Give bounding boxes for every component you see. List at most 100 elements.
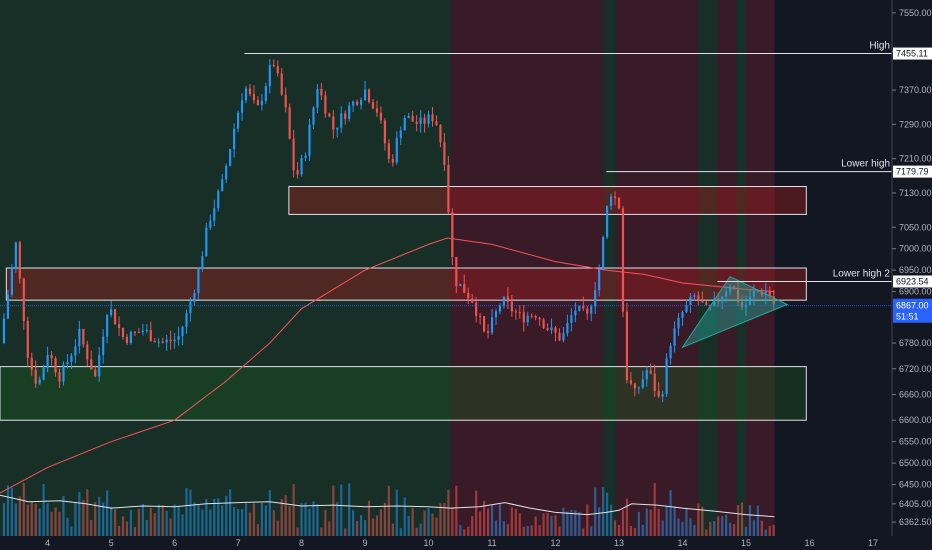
candle-body: [566, 322, 569, 334]
y-tick-label: 6900.00: [899, 287, 932, 297]
volume-bar: [451, 507, 454, 536]
volume-bar: [729, 522, 732, 536]
candle-body: [736, 289, 740, 303]
candle-body: [451, 212, 454, 257]
volume-bar: [748, 505, 752, 536]
volume-bar: [431, 513, 434, 536]
candle-body: [94, 369, 97, 377]
volume-bar: [594, 487, 597, 536]
x-tick-label: 16: [804, 538, 814, 548]
volume-bar: [598, 507, 601, 536]
x-tick-label: 15: [741, 538, 751, 548]
volume-bar: [340, 484, 343, 536]
triangle-pattern: [681, 275, 789, 349]
candle-body: [236, 112, 240, 129]
volume-bar: [514, 508, 517, 536]
candles: [2, 59, 775, 402]
volume-bar: [217, 498, 220, 536]
candle-body: [173, 339, 176, 342]
annotations: High Lower high Lower high 2: [244, 41, 892, 282]
volume-bar: [14, 503, 17, 536]
candle-body: [14, 242, 17, 268]
candle-body: [407, 115, 410, 118]
volume-bar: [153, 513, 156, 536]
candle-body: [387, 143, 390, 159]
candle-body: [288, 107, 291, 139]
volume-bar: [760, 520, 763, 536]
volume-bar: [772, 524, 775, 536]
candle-body: [681, 312, 684, 318]
volume-bar: [356, 520, 359, 536]
volume-bar: [606, 492, 609, 536]
volume-bar: [625, 498, 629, 536]
candle-body: [276, 66, 279, 74]
candle-body: [62, 364, 65, 382]
candle-body: [637, 387, 640, 389]
annotation-label: Lower high 2: [833, 268, 891, 279]
candle-body: [86, 344, 89, 360]
candle-body: [395, 137, 398, 163]
candle-body: [586, 308, 589, 314]
volume-bar: [725, 514, 728, 536]
candle-body: [304, 155, 307, 158]
volume-bar: [697, 503, 700, 536]
candle-body: [606, 205, 609, 238]
volume-bar: [117, 525, 121, 536]
volume-bar: [193, 502, 196, 536]
volume-bar: [415, 527, 418, 536]
candle-body: [752, 291, 756, 297]
candle-body: [748, 296, 752, 305]
volume-bar: [54, 507, 57, 536]
candle-body: [340, 113, 343, 128]
volume-bars: [2, 482, 775, 536]
volume-bar: [411, 507, 414, 536]
volume-bar: [141, 503, 144, 536]
volume-bar: [713, 521, 716, 536]
candle-body: [58, 372, 61, 382]
volume-bar: [70, 526, 73, 536]
volume-bar: [574, 510, 577, 536]
volume-bar: [46, 503, 49, 536]
candle-body: [296, 170, 299, 175]
candle-body: [141, 330, 144, 333]
volume-bar: [367, 500, 371, 536]
volume-bar: [633, 528, 636, 536]
volume-bar: [177, 506, 180, 536]
candle-body: [665, 358, 668, 395]
candle-body: [594, 290, 597, 307]
volume-bar: [379, 509, 383, 536]
annotation-label: High: [869, 41, 890, 52]
candle-body: [363, 89, 367, 101]
volume-bar: [510, 507, 513, 536]
candle-body: [403, 117, 406, 131]
zone-resistance-upper: [288, 186, 807, 215]
candle-body: [328, 113, 331, 117]
candle-body: [653, 373, 656, 391]
volume-bar: [653, 482, 656, 536]
annotation-price-value: 6923.54: [896, 276, 929, 286]
volume-bar: [173, 504, 176, 536]
volume-bar: [383, 502, 386, 536]
candle-body: [427, 114, 430, 124]
x-tick-label: 13: [614, 538, 624, 548]
candle-body: [689, 296, 692, 306]
volume-bar: [280, 499, 283, 536]
candle-body: [70, 355, 73, 363]
candle-body: [471, 298, 474, 303]
y-tick-label: 7290.00: [899, 119, 932, 129]
volume-bar: [292, 484, 295, 536]
candle-body: [717, 298, 720, 302]
volume-bar: [133, 526, 137, 536]
candle-body: [423, 117, 426, 124]
volume-bar: [113, 509, 117, 536]
candle-body: [467, 292, 470, 299]
volume-bar: [387, 485, 390, 536]
volume-bar: [685, 508, 688, 536]
volume-bar: [260, 502, 263, 536]
candle-body: [475, 302, 478, 316]
volume-bar: [248, 512, 252, 536]
volume-bar: [721, 516, 724, 536]
candle-body: [352, 101, 355, 106]
volume-bar: [320, 527, 323, 536]
